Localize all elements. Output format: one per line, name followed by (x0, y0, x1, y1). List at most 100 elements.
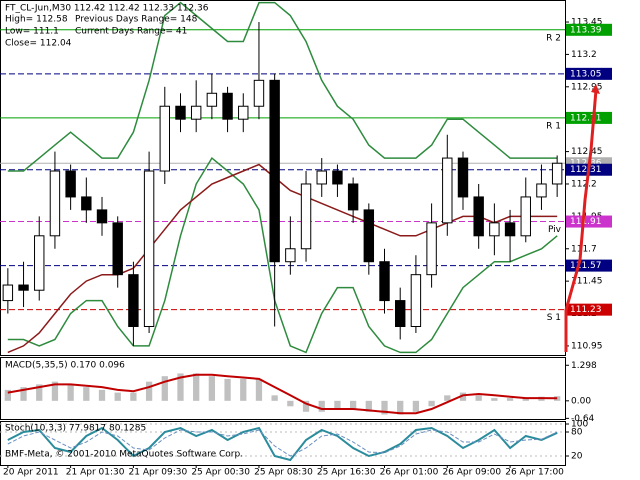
candle-body (395, 300, 406, 327)
price-level-label: 113.05 (570, 69, 602, 79)
macd-bar (98, 389, 106, 401)
info-text: Low= 111.1 (5, 27, 59, 37)
level-name: R 2 (546, 33, 561, 43)
candle-body (504, 222, 516, 237)
price-level-box (566, 67, 612, 80)
candle-body (363, 209, 375, 263)
y-tick-label: 111.7 (571, 244, 597, 254)
indicator-title: Stoch(10,3,3) 77.9817 80.1285 (5, 424, 146, 434)
price-level-box (566, 303, 612, 316)
macd-bar (145, 381, 153, 401)
candle-body (175, 105, 186, 120)
candle-body (347, 183, 359, 211)
macd-bar (522, 398, 529, 401)
info-text: Close= 112.04 (5, 39, 72, 49)
stoch-pane (0, 421, 566, 466)
price-level-label: 112.31 (570, 165, 602, 175)
macd-bar (349, 400, 357, 410)
macd-bar (318, 400, 325, 412)
y-tick-label: 1.298 (571, 361, 597, 371)
candle-body (112, 222, 123, 276)
y-tick-label: 100 (571, 420, 588, 430)
candle-body (316, 170, 327, 185)
price-level-label: 113.39 (570, 25, 602, 35)
candle-body (442, 157, 453, 224)
candle-body (18, 284, 29, 291)
plot-layer: 113.45113.2112.95112.7112.45112.2111.951… (0, 1, 612, 478)
macd-bar (224, 378, 231, 401)
candle-body (206, 92, 218, 107)
macd-bar (177, 373, 184, 401)
macd-bar (412, 400, 420, 412)
y-tick-label: 20 (571, 452, 583, 462)
macd-bar (208, 376, 216, 401)
forecast-arrow (564, 89, 598, 352)
x-tick-label: 26 Apr 09:00 (442, 468, 501, 478)
candle-body (551, 162, 563, 185)
price-level-label: 111.91 (570, 217, 602, 227)
candle-body (81, 196, 92, 211)
y-tick-label: 112.95 (571, 82, 603, 92)
price-pane (0, 0, 566, 356)
candle-body (238, 105, 249, 120)
macd-bar (36, 384, 43, 401)
chart-title: FT_CL-Jun,M30 112.42 112.42 112.33 112.3… (5, 4, 209, 14)
macd-bar (83, 387, 90, 401)
forecast-arrowhead (591, 84, 600, 94)
y-tick-label: 113.2 (571, 50, 597, 60)
candle-body (426, 222, 437, 276)
price-level-box (566, 23, 612, 36)
candle-body (473, 196, 484, 237)
x-tick-label: 21 Apr 09:30 (129, 468, 188, 478)
stoch-line (7, 426, 558, 462)
candle-body (489, 222, 500, 237)
y-tick-label: 0.00 (571, 396, 591, 406)
candle-body (379, 261, 390, 302)
macd-bar (193, 373, 200, 401)
candle-body (457, 157, 469, 198)
macd-bar (365, 400, 372, 412)
x-tick-label: 20 Apr 2011 (3, 468, 59, 478)
macd-bar (302, 400, 310, 412)
macd-bar (240, 378, 247, 401)
candle-body (65, 170, 76, 198)
candle-body (128, 274, 139, 327)
candle-body (269, 79, 280, 263)
macd-bar (475, 395, 482, 401)
candle-body (143, 170, 155, 327)
macd-bar (334, 400, 341, 410)
candle-body (49, 170, 61, 237)
x-tick-label: 26 Apr 17:00 (505, 468, 564, 478)
info-text: High= 112.58 (5, 15, 68, 25)
x-tick-label: 25 Apr 16:30 (317, 468, 376, 478)
y-tick-label: -0.64 (571, 414, 595, 424)
level-name: Piv (548, 225, 562, 235)
macd-bar (459, 392, 467, 401)
candle-body (300, 183, 312, 250)
y-tick-label: 110.95 (571, 341, 603, 351)
y-tick-label: 112.2 (571, 179, 597, 189)
x-tick-label: 25 Apr 08:30 (254, 468, 313, 478)
macd-bar (428, 400, 435, 407)
price-level-box (566, 215, 612, 228)
x-tick-label: 21 Apr 01:30 (66, 468, 125, 478)
macd-bar (20, 387, 27, 401)
candle-body (536, 183, 547, 198)
candle-body (159, 105, 170, 172)
candle-body (285, 248, 296, 263)
macd-bar (506, 398, 514, 401)
indicator-title: MACD(5,35,5) 0.170 0.096 (5, 361, 125, 371)
info-text: Previous Days Range= 148 (75, 15, 198, 25)
macd-bar (255, 378, 263, 401)
candle-body (520, 196, 531, 237)
level-name: R 1 (546, 121, 561, 131)
macd-bar (491, 398, 498, 401)
macd-bar (114, 392, 121, 401)
macd-bar (287, 400, 294, 407)
level-name: S 1 (547, 313, 561, 323)
macd-bar (51, 381, 59, 401)
macd-bar (381, 400, 388, 415)
overlay-line (7, 163, 558, 354)
